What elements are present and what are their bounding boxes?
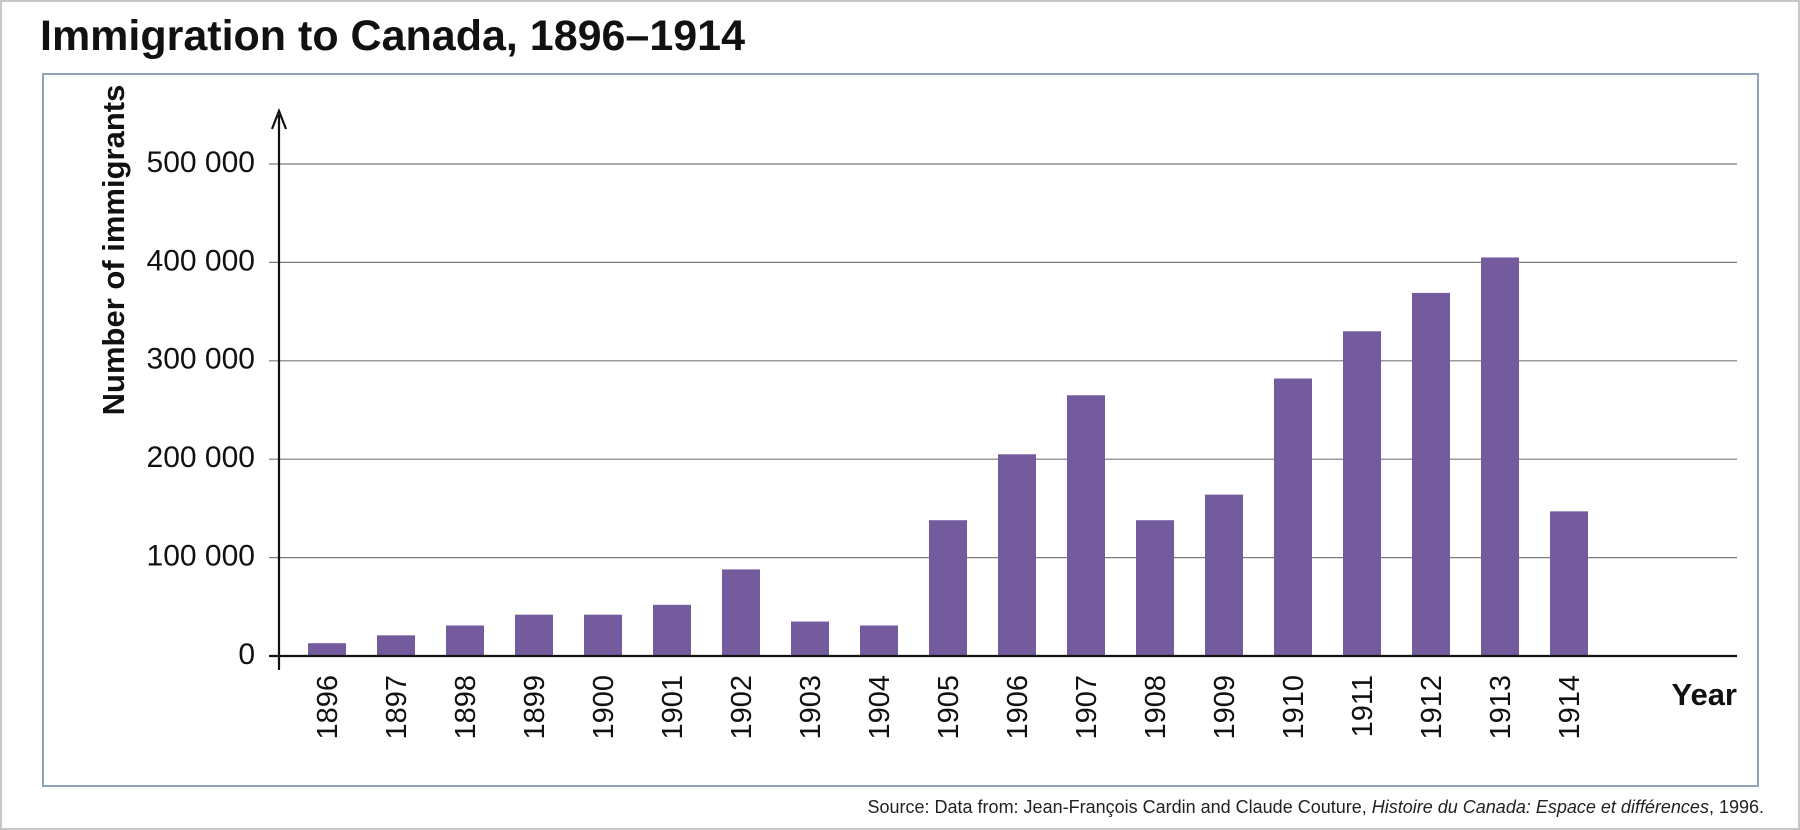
bar-1914 [1550, 511, 1588, 656]
x-tick-label-1906: 1906 [1002, 675, 1034, 740]
x-tick-label-1900: 1900 [588, 675, 620, 740]
bar-1909 [1205, 494, 1243, 656]
source-suffix: , 1996. [1708, 797, 1764, 817]
x-tick-label-1905: 1905 [933, 675, 965, 740]
bar-1907 [1067, 395, 1105, 656]
source-note: Source: Data from: Jean-François Cardin … [868, 797, 1765, 818]
bar-chart: 0 100 000 200 000 300 000 400 000 500 000 189… [96, 85, 1737, 740]
y-tick-label-0: 0 [238, 638, 255, 671]
bar-1904 [860, 625, 898, 656]
bar-1901 [653, 604, 691, 656]
axes [269, 107, 1737, 670]
x-tick-label-1911: 1911 [1347, 675, 1379, 737]
y-tick-labels: 0 100 000 200 000 300 000 400 000 500 000 [147, 146, 255, 671]
x-tick-label-1901: 1901 [657, 675, 689, 740]
x-tick-label-1912: 1912 [1416, 675, 1448, 740]
x-tick-labels: 1896 1897 1898 1899 1900 1901 1902 1903 1904 1905… [312, 675, 1586, 740]
x-tick-label-1898: 1898 [450, 675, 482, 740]
x-tick-label-1899: 1899 [519, 675, 551, 740]
y-axis-label: Number of immigrants [96, 85, 131, 416]
x-tick-label-1896: 1896 [312, 675, 344, 740]
bar-1899 [515, 614, 553, 656]
chart-title: Immigration to Canada, 1896–1914 [40, 12, 746, 60]
bar-1913 [1481, 257, 1519, 656]
x-tick-label-1910: 1910 [1278, 675, 1310, 740]
bar-1896 [308, 643, 346, 656]
y-tick-label-300000: 300 000 [147, 343, 255, 376]
x-tick-label-1914: 1914 [1554, 675, 1586, 740]
bar-1905 [929, 520, 967, 656]
chart-frame: 0 100 000 200 000 300 000 400 000 500 000 189… [42, 73, 1759, 787]
bar-1910 [1274, 378, 1312, 656]
bar-1902 [722, 569, 760, 656]
bar-1900 [584, 614, 622, 656]
x-tick-label-1909: 1909 [1209, 675, 1241, 740]
x-tick-label-1903: 1903 [795, 675, 827, 740]
x-tick-label-1908: 1908 [1140, 675, 1172, 740]
x-tick-label-1902: 1902 [726, 675, 758, 740]
bar-1911 [1343, 331, 1381, 656]
bars [308, 257, 1588, 656]
bar-1903 [791, 621, 829, 656]
x-tick-label-1897: 1897 [381, 675, 413, 740]
y-axis-arrow-icon [270, 107, 288, 130]
source-work-title: Histoire du Canada: Espace et différence… [1371, 797, 1709, 817]
bar-1912 [1412, 292, 1450, 656]
bar-1906 [998, 454, 1036, 656]
x-tick-label-1904: 1904 [864, 675, 896, 740]
bar-1908 [1136, 520, 1174, 656]
x-tick-label-1907: 1907 [1071, 675, 1103, 740]
bar-1897 [377, 635, 415, 656]
y-tick-label-500000: 500 000 [147, 146, 255, 179]
bar-1898 [446, 625, 484, 656]
y-tick-label-400000: 400 000 [147, 244, 255, 277]
x-axis-label: Year [1671, 677, 1737, 712]
source-prefix: Source: Data from: Jean-François Cardin … [867, 797, 1372, 817]
x-tick-label-1913: 1913 [1485, 675, 1517, 740]
y-tick-label-200000: 200 000 [147, 441, 255, 474]
y-tick-label-100000: 100 000 [147, 540, 255, 573]
